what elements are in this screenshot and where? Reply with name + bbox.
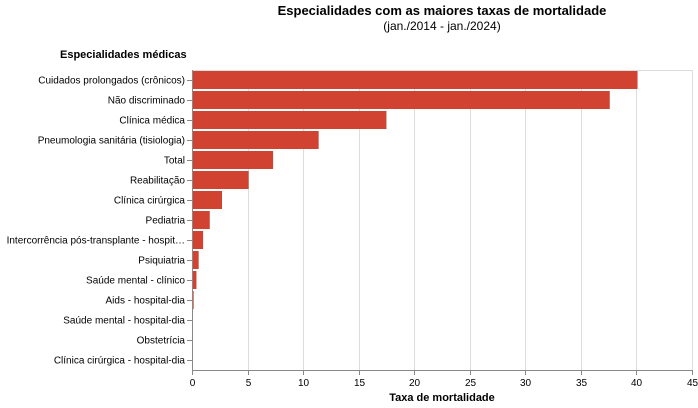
y-category-label: Clínica cirúrgica - hospital-dia xyxy=(54,356,186,367)
y-category-label: Intercorrência pós-transplante - hospit… xyxy=(7,236,185,247)
bar xyxy=(192,231,204,249)
y-category-label: Cuidados prolongados (crônicos) xyxy=(38,76,185,87)
axes xyxy=(192,70,692,371)
chart-subtitle: (jan./2014 - jan./2024) xyxy=(383,19,501,33)
y-category-label: Clínica médica xyxy=(119,116,185,127)
bar xyxy=(192,211,210,229)
x-tick-label: 30 xyxy=(520,378,532,389)
x-tick-label: 20 xyxy=(409,378,421,389)
bar xyxy=(192,171,249,189)
x-tick-label: 35 xyxy=(576,378,588,389)
bar xyxy=(192,91,610,109)
bar xyxy=(192,71,638,89)
bar xyxy=(192,151,274,169)
y-category-label: Pneumologia sanitária (tisiologia) xyxy=(38,136,185,147)
x-tick-label: 10 xyxy=(298,378,310,389)
bars xyxy=(192,71,638,369)
y-category-label: Não discriminado xyxy=(108,96,186,107)
y-category-label: Clínica cirúrgica xyxy=(114,196,186,207)
y-category-label: Pediatria xyxy=(146,216,186,227)
bar xyxy=(192,131,319,149)
y-category-label: Obstetrícia xyxy=(137,336,186,347)
x-tick-label: 0 xyxy=(190,378,196,389)
bar xyxy=(192,111,387,129)
chart-title: Especialidades com as maiores taxas de m… xyxy=(277,3,607,18)
y-axis-title: Especialidades médicas xyxy=(60,49,187,61)
y-category-label: Reabilitação xyxy=(130,176,185,187)
x-tick-label: 45 xyxy=(687,378,698,389)
y-axis-categories: Cuidados prolongados (crônicos) Não discr… xyxy=(7,76,192,367)
x-axis-ticks: 0 5 10 15 20 25 30 35 40 45 xyxy=(190,370,698,389)
bar xyxy=(192,251,199,269)
y-category-label: Psiquiatria xyxy=(138,256,185,267)
x-tick-label: 40 xyxy=(631,378,643,389)
x-tick-label: 5 xyxy=(246,378,252,389)
y-category-label: Aids - hospital-dia xyxy=(106,296,186,307)
x-tick-label: 15 xyxy=(354,378,366,389)
x-tick-label: 25 xyxy=(465,378,477,389)
bar xyxy=(192,271,197,289)
y-category-label: Saúde mental - hospital-dia xyxy=(63,316,185,327)
x-axis-title: Taxa de mortalidade xyxy=(389,392,495,404)
y-category-label: Total xyxy=(164,156,185,167)
y-category-label: Saúde mental - clínico xyxy=(86,276,185,287)
bar xyxy=(192,191,222,209)
